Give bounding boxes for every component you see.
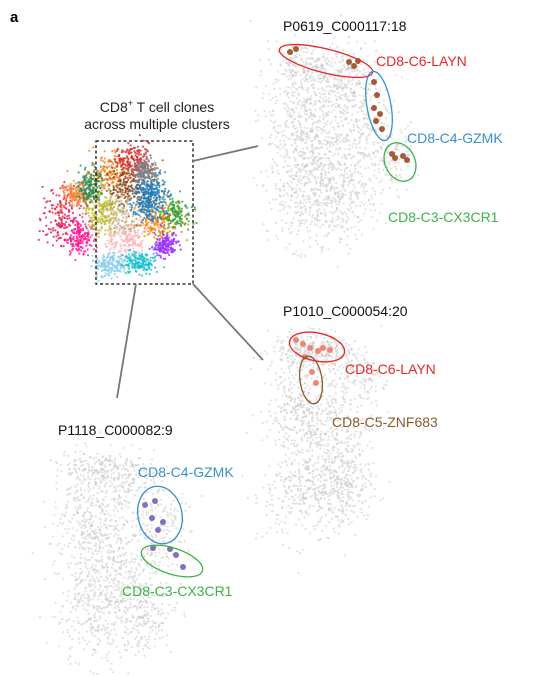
clone-1-cluster-label-3: CD8-C3-CX3CR1 (388, 209, 499, 225)
clone-2-cluster-label-1: CD8-C6-LAYN (345, 361, 436, 377)
panel-label: a (10, 9, 19, 26)
clone-3-cluster-ellipse-1 (137, 485, 183, 545)
clone-3-cluster-label-2: CD8-C3-CX3CR1 (122, 583, 233, 599)
clone-2-cluster-ellipse-2 (298, 355, 324, 405)
clone-title-2: P1010_C000054:20 (283, 303, 408, 319)
clone-2-cluster-label-2: CD8-C5-ZNF683 (332, 414, 438, 430)
connector-line-middle (192, 283, 264, 361)
clone-1-cluster-ellipse-3 (383, 142, 417, 182)
clone-3-cells (142, 498, 186, 570)
clone-1-cluster-ellipse-1 (278, 43, 374, 79)
clone-1-cluster-ellipse-2 (365, 70, 393, 142)
clone-3-tsne-background (31, 430, 203, 676)
selection-box (95, 140, 194, 285)
connector-line-bottom (116, 283, 137, 399)
clone-3-cluster-label-1: CD8-C4-GZMK (138, 464, 234, 480)
clone-3-cluster-ellipse-2 (140, 544, 204, 578)
connector-line-top (192, 145, 259, 162)
clone-title-3: P1118_C000082:9 (58, 422, 173, 438)
overview-title-line1: CD8+ T cell clones (100, 98, 214, 115)
overview-title-line2: across multiple clusters (84, 116, 230, 132)
clone-title-1: P0619_C000117:18 (283, 18, 407, 34)
clone-1-cluster-label-1: CD8-C6-LAYN (376, 53, 467, 69)
overview-tsne-plot (37, 134, 198, 285)
clone-1-cluster-label-2: CD8-C4-GZMK (407, 130, 503, 146)
clone-1-cells (287, 46, 410, 163)
clone-2-cluster-ellipse-1 (288, 331, 346, 363)
